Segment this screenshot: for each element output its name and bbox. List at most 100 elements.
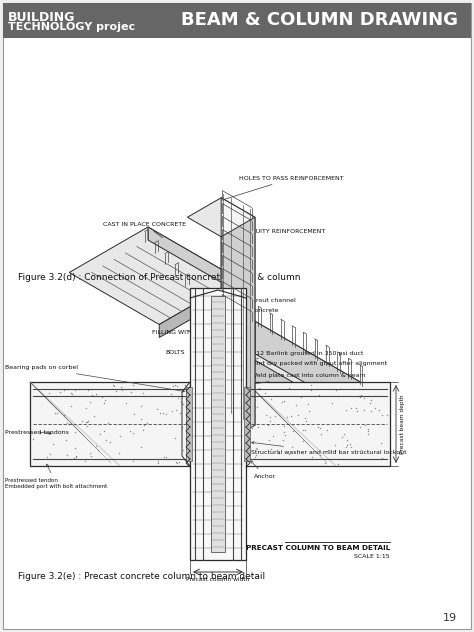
Point (84, 385, 91, 395)
Point (67, 401, 74, 411)
Point (177, 397, 185, 407)
Point (383, 410, 391, 420)
Point (343, 435, 351, 445)
Point (230, 508, 238, 518)
Point (123, 398, 130, 408)
Point (215, 382, 223, 392)
Text: Weld plate cast into column & beam: Weld plate cast into column & beam (249, 374, 365, 386)
Point (236, 420, 243, 430)
Point (51, 408, 59, 418)
Point (234, 523, 242, 533)
Point (196, 370, 203, 380)
Point (176, 408, 184, 418)
Point (205, 446, 213, 456)
Point (195, 489, 203, 499)
Point (203, 493, 210, 503)
Point (213, 328, 220, 338)
Point (228, 504, 236, 514)
Point (191, 413, 198, 423)
Point (50, 439, 57, 449)
Point (96, 429, 104, 439)
Point (237, 310, 245, 320)
Point (226, 526, 233, 536)
Point (204, 434, 212, 444)
Point (264, 420, 272, 430)
Bar (244, 387, 250, 461)
Point (191, 406, 199, 416)
Point (162, 410, 170, 420)
Text: Prestressed tendons: Prestressed tendons (5, 430, 69, 435)
Point (226, 328, 233, 338)
Point (56, 387, 64, 397)
Point (230, 373, 237, 383)
Polygon shape (221, 358, 379, 449)
Point (197, 549, 204, 559)
Point (316, 450, 323, 460)
Point (71, 427, 79, 437)
Point (305, 406, 313, 416)
Text: Bearing pads on corbel: Bearing pads on corbel (5, 365, 184, 392)
Point (357, 390, 365, 400)
Point (378, 453, 386, 463)
Point (168, 406, 175, 416)
Point (224, 313, 231, 324)
Point (226, 311, 233, 321)
Point (237, 301, 245, 311)
Point (118, 385, 126, 395)
Point (199, 546, 207, 556)
Point (314, 422, 321, 432)
Point (137, 442, 145, 452)
Point (200, 485, 208, 495)
Point (65, 419, 73, 429)
Point (210, 313, 218, 324)
Point (324, 444, 332, 454)
Point (89, 390, 96, 400)
Point (195, 300, 202, 310)
Point (234, 509, 241, 519)
Point (367, 395, 374, 405)
Point (215, 324, 223, 334)
Bar (30, 382, 190, 466)
Point (321, 458, 328, 468)
Point (354, 406, 361, 416)
Point (211, 482, 219, 492)
Text: Prestressed tendon
Embedded port with bolt attachment: Prestressed tendon Embedded port with bo… (5, 464, 107, 489)
Point (87, 451, 94, 461)
Point (215, 465, 223, 475)
Point (361, 405, 368, 415)
Point (207, 508, 215, 518)
Point (208, 348, 216, 358)
Point (191, 524, 199, 534)
Point (202, 336, 210, 346)
Point (236, 422, 243, 432)
Point (285, 449, 292, 459)
Point (223, 420, 230, 430)
Point (233, 298, 240, 308)
Point (292, 399, 300, 410)
Polygon shape (159, 279, 238, 337)
Point (117, 382, 125, 392)
Point (281, 427, 288, 437)
Point (190, 431, 197, 441)
Point (252, 450, 260, 460)
Point (347, 442, 355, 452)
Point (343, 439, 350, 449)
Text: SCALE 1:15: SCALE 1:15 (355, 554, 390, 559)
Point (174, 393, 182, 403)
Point (201, 377, 209, 387)
Point (190, 389, 198, 399)
Point (83, 417, 91, 427)
Point (171, 380, 179, 390)
Point (230, 384, 237, 394)
Point (191, 328, 199, 338)
Point (195, 435, 203, 446)
Point (140, 420, 147, 430)
Point (172, 404, 180, 415)
Point (202, 531, 210, 541)
Point (214, 386, 222, 396)
Point (244, 446, 252, 456)
Point (288, 442, 296, 452)
Point (232, 525, 239, 535)
Point (331, 440, 338, 450)
Text: FILLING WITH GROUT: FILLING WITH GROUT (152, 327, 219, 334)
